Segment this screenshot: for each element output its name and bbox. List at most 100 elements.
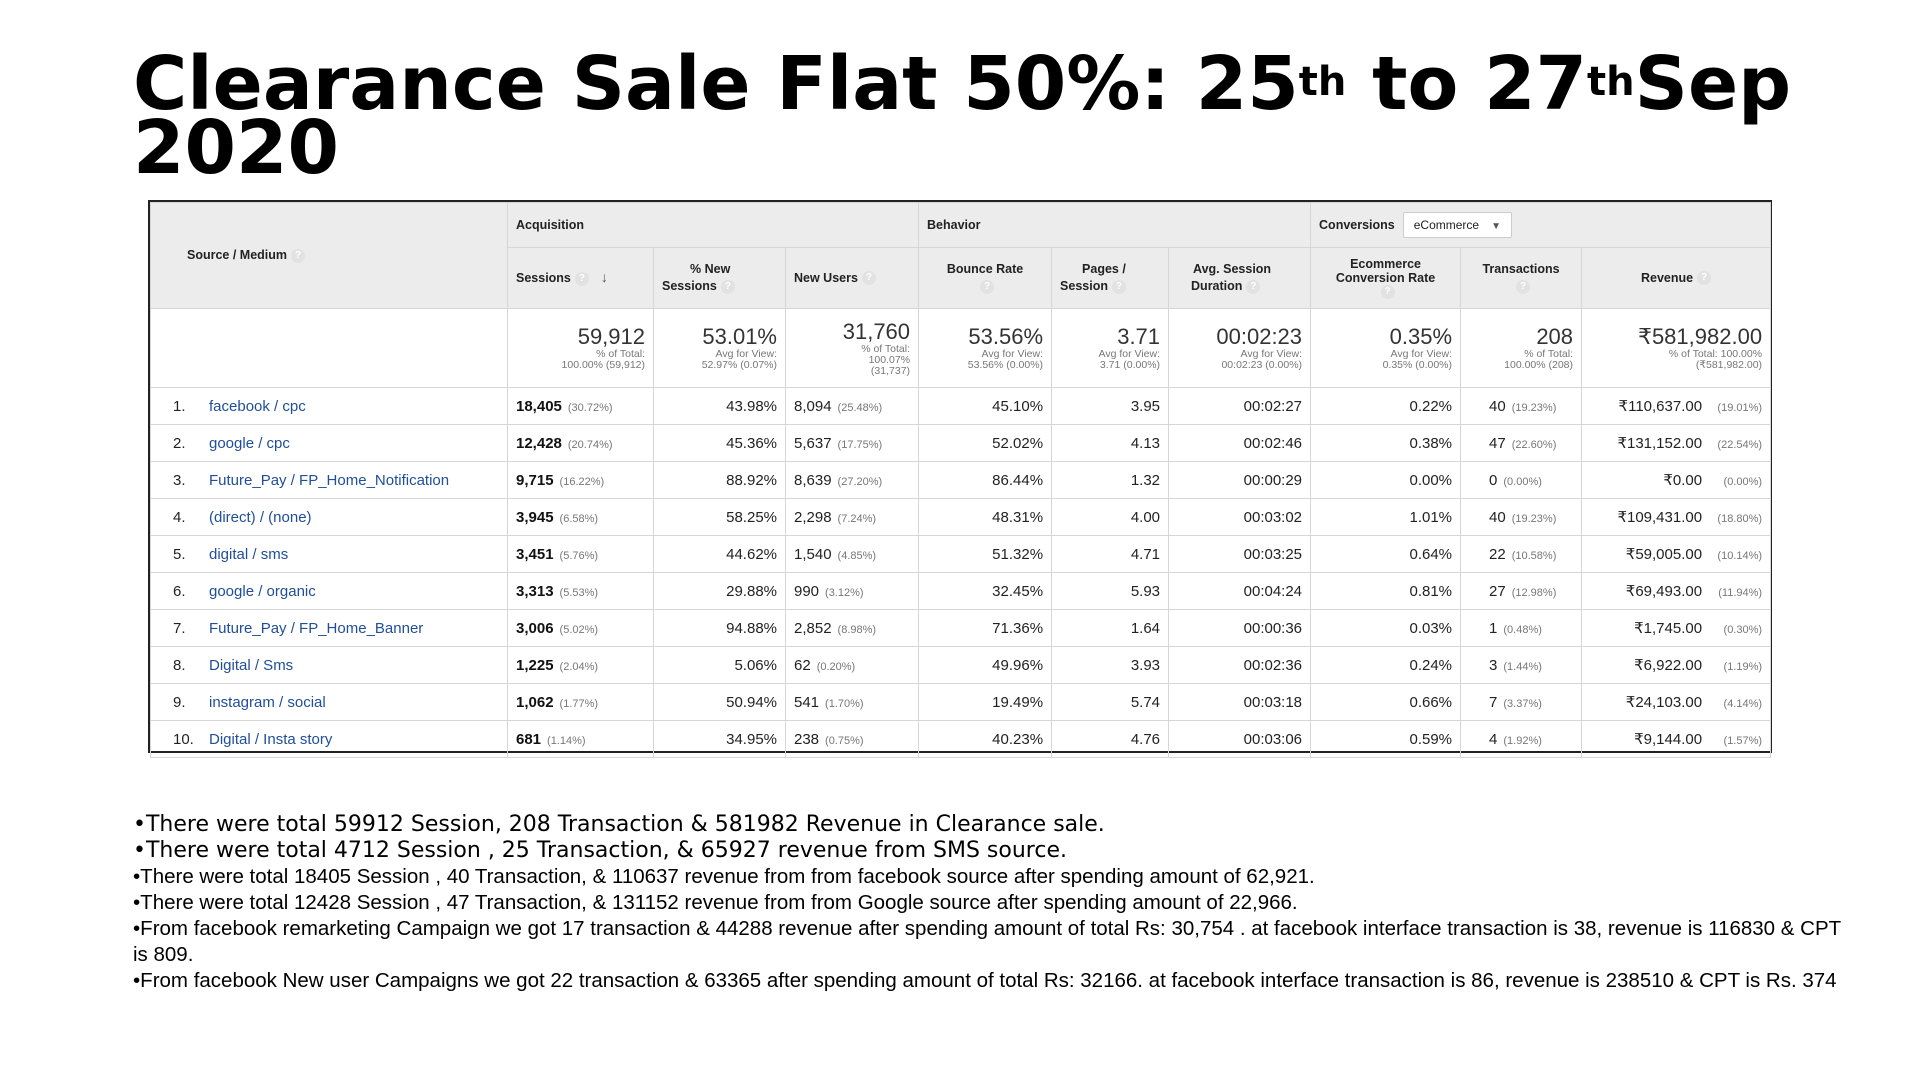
pages-session-cell: 4.00 [1051,498,1170,536]
title-part-1: Clearance Sale Flat 50%: 25 [133,41,1299,127]
total-pct-new-value: 53.01% [702,324,777,349]
col-pages-session[interactable]: Pages / Session? [1051,247,1170,309]
new-users-cell: 8,094 (25.48%) [784,387,920,425]
revenue-value: ₹6,922.00 [1634,657,1703,674]
total-pages-value: 3.71 [1117,324,1161,349]
col-sessions[interactable]: Sessions? ↓ [507,247,654,309]
revenue-value: ₹24,103.00 [1625,694,1703,711]
col-avg-duration[interactable]: Avg. Session Duration? [1168,247,1312,309]
source-medium-link[interactable]: Digital / Sms [209,656,294,674]
bounce-rate-cell: 86.44% [918,461,1053,499]
conversions-group: Conversions eCommerce ▼ [1310,202,1772,248]
sessions-cell: 3,945 (6.58%) [507,498,654,536]
pct-new-sessions-cell: 88.92% [653,461,786,499]
source-medium-link[interactable]: (direct) / (none) [209,508,312,526]
sessions-cell: 9,715 (16.22%) [507,461,654,499]
bounce-rate-cell: 71.36% [918,609,1053,647]
pct-new-sessions-cell: 29.88% [653,572,786,610]
table-row: 5. digital / sms 3,451 (5.76%) 44.62% 1,540 (4… [150,535,1772,573]
col-ecom-label-2: Conversion Rate [1335,270,1436,285]
pages-session-cell: 1.64 [1051,609,1170,647]
revenue-cell: ₹131,152.00 (22.54%) [1581,424,1772,462]
conversions-select[interactable]: eCommerce ▼ [1402,212,1513,238]
note-item: •From facebook New user Campaigns we got… [133,969,1837,992]
sessions-cell: 18,405 (30.72%) [507,387,654,425]
help-icon[interactable]: ? [1246,279,1261,294]
new-users-value: 1,540 [794,545,832,563]
sort-down-arrow-icon[interactable]: ↓ [600,269,608,285]
col-duration-label-2: Duration [1191,279,1243,293]
pct-new-sessions-cell: 45.36% [653,424,786,462]
pages-session-cell: 5.93 [1051,572,1170,610]
source-medium-link[interactable]: facebook / cpc [209,397,306,415]
new-users-cell: 5,637 (17.75%) [784,424,920,462]
source-medium-link[interactable]: google / cpc [209,434,290,452]
title-sup-2: th [1587,59,1635,105]
sessions-cell: 3,313 (5.53%) [507,572,654,610]
transactions-value: 3 [1489,656,1498,674]
col-pct-new-sessions[interactable]: % New Sessions? [653,247,786,309]
row-number: 7. [173,619,186,637]
total-transactions-sub2: 100.00% (208) [1504,359,1574,371]
sessions-value: 681 [516,730,542,748]
sessions-cell: 681 (1.14%) [507,720,654,758]
col-bounce-rate[interactable]: Bounce Rate? [918,247,1053,309]
sessions-pct: (1.14%) [547,734,586,747]
new-users-pct: (7.24%) [837,512,877,525]
total-duration-value: 00:02:23 [1216,324,1303,349]
help-icon[interactable]: ? [1516,279,1531,294]
help-icon[interactable]: ? [720,279,735,294]
revenue-value: ₹69,493.00 [1625,583,1703,600]
revenue-cell: ₹69,493.00 (11.94%) [1581,572,1772,610]
col-revenue[interactable]: Revenue? [1581,247,1772,309]
new-users-cell: 1,540 (4.85%) [784,535,920,573]
pct-new-sessions-cell: 34.95% [653,720,786,758]
revenue-value: ₹131,152.00 [1617,435,1703,452]
avg-duration-cell: 00:02:46 [1168,424,1312,462]
pages-session-cell: 4.76 [1051,720,1170,758]
help-icon[interactable]: ? [574,271,589,286]
help-icon[interactable]: ? [1111,279,1126,294]
transactions-pct: (3.37%) [1503,697,1542,710]
new-users-cell: 541 (1.70%) [784,683,920,721]
bounce-rate-cell: 51.32% [918,535,1053,573]
summary-notes: •There were total 59912 Session, 208 Tra… [133,812,1853,994]
table-row: 3. Future_Pay / FP_Home_Notification 9,715… [150,461,1772,499]
ecom-rate-cell: 0.81% [1310,572,1462,610]
source-medium-cell: 8. Digital / Sms [150,646,508,684]
col-ecom-rate[interactable]: Ecommerce Conversion Rate? [1310,247,1462,309]
col-new-users[interactable]: New Users? [784,247,920,309]
total-duration-sub1: Avg for View: [1240,348,1303,360]
source-medium-link[interactable]: instagram / social [209,693,326,711]
sessions-pct: (5.76%) [559,549,599,562]
new-users-cell: 62 (0.20%) [784,646,920,684]
ecom-rate-cell: 0.59% [1310,720,1462,758]
sessions-pct: (2.04%) [559,660,599,673]
source-medium-link[interactable]: Future_Pay / FP_Home_Notification [209,471,450,489]
col-transactions[interactable]: Transactions? [1460,247,1583,309]
total-ecom-sub2: 0.35% (0.00%) [1382,359,1453,371]
source-medium-link[interactable]: digital / sms [209,545,289,563]
help-icon[interactable]: ? [291,248,306,263]
transactions-value: 27 [1489,582,1506,600]
new-users-pct: (4.85%) [837,549,877,562]
revenue-value: ₹59,005.00 [1625,546,1703,563]
bounce-rate-cell: 19.49% [918,683,1053,721]
revenue-pct: (1.19%) [1723,661,1763,673]
transactions-cell: 22 (10.58%) [1460,535,1583,573]
source-medium-link[interactable]: Digital / Insta story [209,730,333,748]
transactions-pct: (12.98%) [1511,586,1557,599]
total-sessions: 59,912% of Total: 100.00% (59,912) [507,308,654,388]
pages-session-cell: 3.95 [1051,387,1170,425]
help-icon[interactable]: ? [1697,271,1712,286]
source-medium-header[interactable]: Source / Medium? [150,202,508,309]
source-medium-link[interactable]: google / organic [209,582,316,600]
help-icon[interactable]: ? [1380,285,1395,300]
new-users-value: 2,298 [794,508,832,526]
help-icon[interactable]: ? [861,271,876,286]
note-item: •There were total 4712 Session , 25 Tran… [133,838,1067,863]
sessions-cell: 1,225 (2.04%) [507,646,654,684]
source-medium-link[interactable]: Future_Pay / FP_Home_Banner [209,619,424,637]
ecom-rate-cell: 0.00% [1310,461,1462,499]
help-icon[interactable]: ? [980,279,995,294]
